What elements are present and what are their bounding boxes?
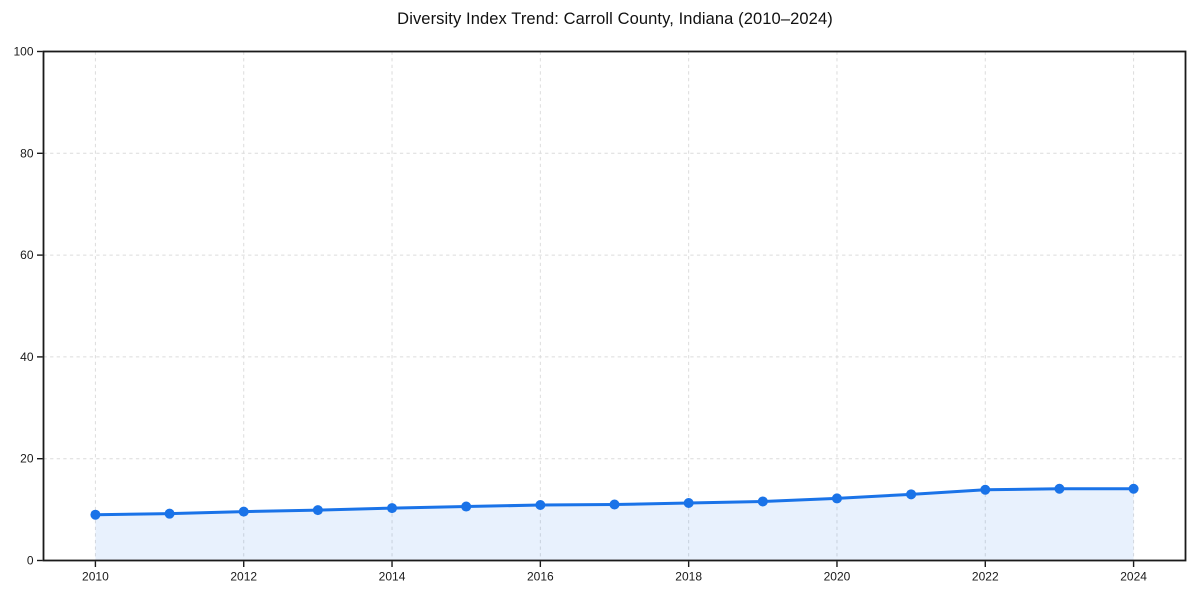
chart-title: Diversity Index Trend: Carroll County, I… bbox=[397, 10, 833, 28]
axes-spines bbox=[42, 50, 1187, 562]
y-axis-tick-label: 60 bbox=[20, 248, 34, 262]
data-point-marker bbox=[90, 509, 101, 520]
data-point-marker bbox=[831, 493, 842, 504]
data-point-marker bbox=[1054, 483, 1065, 494]
data-point-marker bbox=[535, 500, 546, 511]
x-axis-tick-label: 2024 bbox=[1120, 570, 1147, 584]
y-axis-tick-label: 100 bbox=[13, 45, 33, 59]
x-axis-tick-label: 2014 bbox=[379, 570, 406, 584]
data-point-marker bbox=[461, 501, 472, 512]
x-axis-tick-label: 2010 bbox=[82, 570, 109, 584]
x-axis-tick-label: 2016 bbox=[527, 570, 554, 584]
y-axis-tick-label: 0 bbox=[27, 554, 34, 568]
data-point-marker bbox=[906, 489, 917, 500]
x-axis-tick-label: 2012 bbox=[230, 570, 257, 584]
area-fill bbox=[95, 488, 1134, 561]
data-point-marker bbox=[609, 499, 620, 510]
data-point-marker bbox=[238, 506, 249, 517]
data-point-marker bbox=[757, 496, 768, 507]
x-axis-tick-label: 2022 bbox=[972, 570, 999, 584]
y-axis-tick-label: 80 bbox=[20, 146, 34, 160]
y-axis-tick-label: 40 bbox=[20, 350, 34, 364]
x-axis-tick-label: 2018 bbox=[675, 570, 702, 584]
data-point-marker bbox=[1128, 483, 1139, 494]
data-point-marker bbox=[980, 484, 991, 495]
y-axis-tick-label: 20 bbox=[20, 452, 34, 466]
data-point-marker bbox=[312, 505, 323, 516]
data-point-marker bbox=[387, 503, 398, 514]
x-axis-tick-label: 2020 bbox=[824, 570, 851, 584]
data-point-marker bbox=[683, 497, 694, 508]
data-point-marker bbox=[164, 508, 175, 519]
